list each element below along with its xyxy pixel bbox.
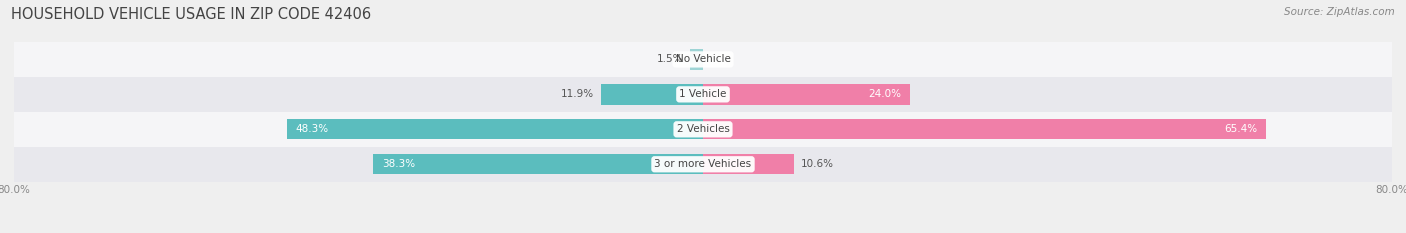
Text: 1.5%: 1.5% <box>657 55 683 64</box>
Bar <box>14 77 1392 112</box>
Text: HOUSEHOLD VEHICLE USAGE IN ZIP CODE 42406: HOUSEHOLD VEHICLE USAGE IN ZIP CODE 4240… <box>11 7 371 22</box>
Bar <box>373 154 703 174</box>
Text: 38.3%: 38.3% <box>382 159 415 169</box>
Bar <box>703 154 794 174</box>
Bar <box>287 119 703 139</box>
Bar <box>14 112 1392 147</box>
Text: 1 Vehicle: 1 Vehicle <box>679 89 727 99</box>
Bar <box>703 119 1267 139</box>
Bar <box>14 42 1392 77</box>
Text: 11.9%: 11.9% <box>561 89 593 99</box>
Text: 3 or more Vehicles: 3 or more Vehicles <box>654 159 752 169</box>
Text: 10.6%: 10.6% <box>801 159 834 169</box>
Bar <box>703 84 910 105</box>
Bar <box>14 147 1392 182</box>
Bar <box>600 84 703 105</box>
Text: No Vehicle: No Vehicle <box>675 55 731 64</box>
Text: 24.0%: 24.0% <box>868 89 901 99</box>
Text: 48.3%: 48.3% <box>295 124 329 134</box>
Bar <box>690 49 703 69</box>
Text: 2 Vehicles: 2 Vehicles <box>676 124 730 134</box>
Text: Source: ZipAtlas.com: Source: ZipAtlas.com <box>1284 7 1395 17</box>
Text: 65.4%: 65.4% <box>1225 124 1257 134</box>
